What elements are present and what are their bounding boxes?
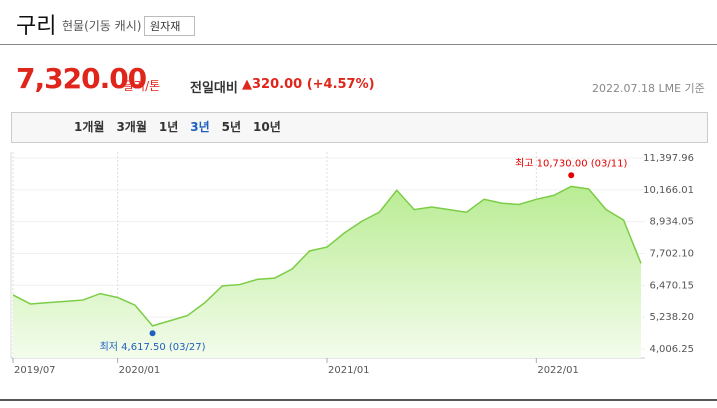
y-tick-label: 7,702.10 [649, 249, 694, 260]
area [13, 186, 641, 358]
period-tab[interactable]: 1개월 [74, 120, 105, 134]
change: ▲320.00 (+4.57%) [242, 77, 375, 92]
y-tick-label: 6,470.15 [649, 280, 694, 291]
unit: 달러/톤 [123, 79, 161, 93]
period-tab[interactable]: 3개월 [116, 120, 147, 134]
y-tick-label: 5,238.20 [649, 312, 694, 323]
period-tab[interactable]: 5년 [221, 120, 242, 134]
x-tick-label: 2020/01 [119, 365, 161, 376]
period-tab[interactable]: 3년 [190, 120, 210, 134]
price: 7,320.00 [16, 62, 147, 95]
y-tick-label: 4,006.25 [649, 344, 694, 355]
x-tick-label: 2021/01 [328, 365, 370, 376]
y-tick-label: 10,166.01 [643, 185, 694, 196]
divider [0, 44, 717, 45]
subtitle: 현물(기동 캐시) [62, 19, 142, 33]
y-tick-label: 8,934.05 [649, 217, 694, 228]
annotation-dot [149, 330, 156, 337]
y-tick-label: 11,397.96 [643, 153, 694, 164]
category-button[interactable]: 원자재 [144, 16, 196, 36]
title: 구리 [16, 14, 57, 39]
period-tabs: 1개월 3개월 1년 3년 5년 10년 [11, 112, 708, 143]
x-tick-label: 2019/07 [14, 365, 56, 376]
annotation-label: 최저 4,617.50 (03/27) [100, 341, 206, 353]
period-tab[interactable]: 10년 [253, 120, 281, 134]
period-tab[interactable]: 1년 [158, 120, 179, 134]
change-label: 전일대비 [190, 81, 238, 96]
annotation-label: 최고 10,730.00 (03/11) [515, 157, 627, 169]
x-tick-label: 2022/01 [537, 365, 579, 376]
annotation-dot [568, 172, 575, 179]
line [12, 185, 642, 327]
date: 2022.07.18 LME 기준 [592, 82, 705, 95]
